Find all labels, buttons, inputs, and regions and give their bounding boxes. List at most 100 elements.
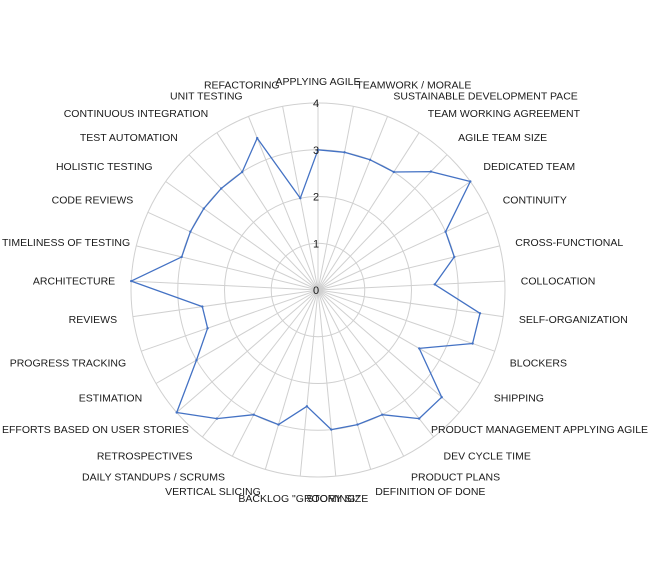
radial-tick-label: 4: [313, 98, 319, 110]
data-point: [381, 413, 384, 416]
category-label: CODE REVIEWS: [52, 195, 134, 207]
category-label: TEST AUTOMATION: [80, 132, 178, 144]
data-point: [440, 396, 443, 399]
data-point: [195, 358, 198, 362]
spoke-line: [248, 116, 319, 291]
spoke-line: [317, 181, 471, 291]
spoke-line: [317, 154, 448, 291]
category-label: RETROSPECTIVES: [97, 451, 193, 463]
radial-tick-label: 0: [313, 285, 319, 297]
spoke-line: [317, 106, 354, 291]
spoke-line: [317, 289, 434, 438]
data-point: [433, 283, 436, 286]
category-label: SELF-ORGANIZATION: [519, 314, 628, 326]
spoke-line: [317, 245, 500, 291]
radial-tick-label: 1: [313, 238, 319, 250]
spoke-line: [188, 154, 319, 291]
category-label: REFACTORING: [204, 80, 280, 92]
spoke-line: [165, 181, 319, 291]
spoke-line: [317, 289, 495, 352]
category-label: REVIEWS: [69, 314, 117, 326]
category-label: STORY SIZE: [306, 493, 368, 505]
data-point: [256, 136, 259, 140]
spoke-line: [136, 245, 319, 291]
data-point: [444, 230, 447, 233]
data-point: [453, 255, 456, 259]
radial-tick-labels: 0 1 2 3 4: [313, 98, 319, 297]
category-label: COLLOCATION: [521, 275, 595, 287]
series-line: [130, 137, 481, 431]
spoke-line: [299, 289, 319, 477]
spoke-line: [176, 289, 319, 413]
data-point: [189, 230, 192, 233]
data-point: [130, 279, 133, 283]
data-point: [202, 207, 205, 210]
series-layer: [130, 136, 482, 431]
data-point: [356, 423, 359, 426]
spoke-line: [317, 289, 481, 384]
data-point: [368, 158, 372, 161]
category-label: AGILE TEAM SIZE: [458, 132, 547, 144]
data-point: [241, 170, 244, 174]
category-label: PRODUCT PLANS: [411, 471, 500, 483]
spoke-line: [317, 289, 405, 457]
category-label: VERTICAL SLICING: [165, 486, 261, 498]
spoke-line: [317, 289, 337, 477]
radial-tick-label: 2: [313, 192, 319, 204]
spoke-line: [202, 289, 319, 438]
spoke-line: [216, 132, 319, 291]
spoke-line: [147, 211, 319, 291]
data-point: [418, 347, 421, 350]
spoke-line: [155, 289, 319, 384]
spoke-line: [317, 211, 489, 291]
category-label: DEFINITION OF DONE: [375, 486, 485, 498]
data-point: [478, 312, 482, 315]
category-label: DAILY STANDUPS / SCRUMS: [82, 471, 225, 483]
data-point: [175, 411, 178, 414]
spoke-line: [317, 132, 420, 291]
spoke-line: [317, 289, 504, 318]
data-point: [215, 417, 219, 420]
spoke-line: [317, 116, 388, 291]
data-point: [206, 327, 209, 330]
spoke-line: [231, 289, 319, 457]
spoke-line: [264, 289, 319, 470]
data-point: [417, 417, 421, 420]
spoke-line: [132, 289, 319, 318]
category-label: PRODUCT MANAGEMENT APPLYING AGILE: [431, 424, 648, 436]
category-label: CONTINUOUS INTEGRATION: [64, 108, 208, 120]
category-label: APPLYING AGILE: [275, 76, 360, 88]
category-label: UNIT TESTING: [170, 91, 243, 103]
data-point: [277, 423, 280, 426]
data-point: [305, 405, 309, 408]
category-label: CONTINUITY: [503, 195, 567, 207]
data-point: [343, 151, 346, 154]
data-point: [471, 342, 474, 345]
category-label: EFFORTS BASED ON USER STORIES: [2, 424, 189, 436]
category-label: DEDICATED TEAM: [483, 161, 575, 173]
data-point: [429, 170, 433, 173]
data-point: [220, 187, 223, 190]
spoke-line: [317, 289, 460, 413]
category-label: HOLISTIC TESTING: [56, 161, 153, 173]
data-point: [469, 180, 472, 183]
spoke-line: [131, 280, 319, 291]
radial-tick-label: 3: [313, 145, 319, 157]
data-point: [201, 305, 204, 308]
category-label: SUSTAINABLE DEVELOPMENT PACE: [393, 91, 577, 103]
spoke-line: [317, 289, 372, 470]
data-point: [299, 197, 302, 200]
data-point: [316, 148, 320, 151]
category-label: SHIPPING: [494, 393, 544, 405]
category-label: CROSS-FUNCTIONAL: [515, 237, 623, 249]
spoke-line: [141, 289, 319, 352]
data-point: [252, 413, 255, 416]
data-point: [330, 428, 333, 431]
category-label: DEV CYCLE TIME: [444, 451, 531, 463]
spoke-line: [317, 280, 505, 291]
category-label: TIMELINESS OF TESTING: [2, 237, 130, 249]
category-label: TEAMWORK / MORALE: [356, 80, 471, 92]
